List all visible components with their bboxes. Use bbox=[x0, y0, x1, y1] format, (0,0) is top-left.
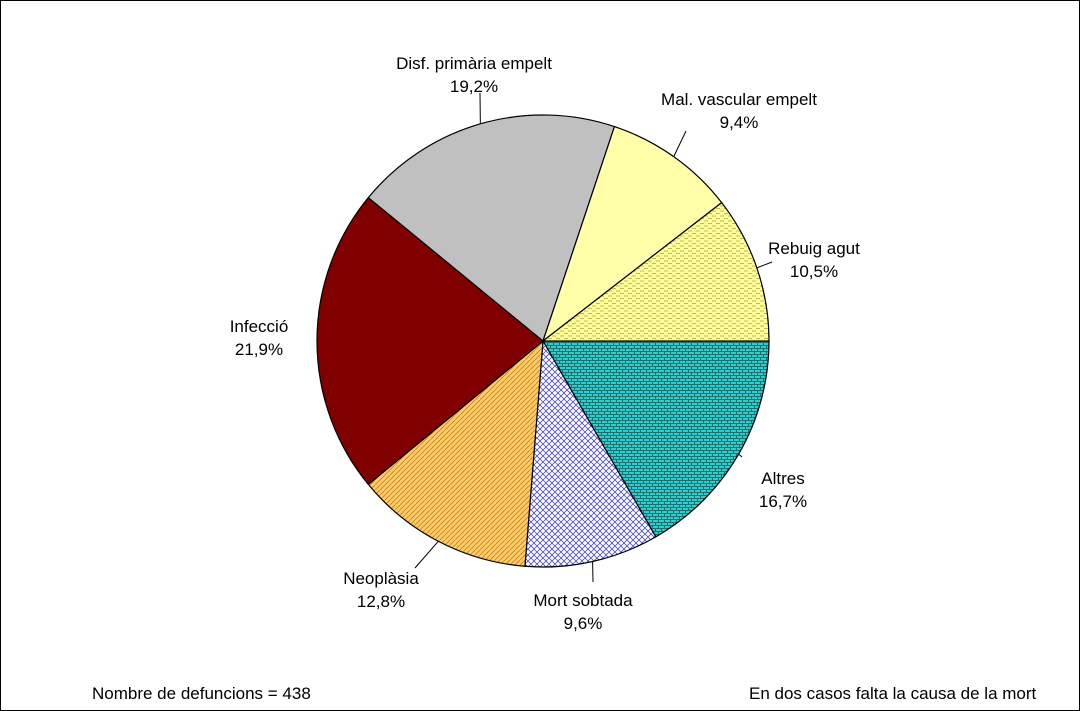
slice-label: Disf. primària empelt bbox=[396, 54, 552, 73]
leader-line bbox=[673, 130, 687, 157]
leader-lines bbox=[414, 92, 773, 583]
slice-label: Altres bbox=[761, 469, 804, 488]
pie-slice-infecci- bbox=[316, 196, 544, 486]
leader-line bbox=[414, 540, 439, 569]
slice-label: Infecció bbox=[230, 317, 289, 336]
slice-label: Mal. vascular empelt bbox=[661, 90, 817, 109]
leader-line bbox=[738, 453, 743, 458]
pie-slice-altres bbox=[541, 340, 770, 538]
slice-value-label: 21,9% bbox=[235, 340, 283, 359]
pie-slice-mal-vascular-empelt bbox=[541, 125, 723, 343]
footer-count-note: Nombre de defuncions = 438 bbox=[92, 684, 311, 703]
slice-value-label: 9,6% bbox=[564, 614, 603, 633]
leader-line bbox=[756, 261, 773, 269]
pie-slice-neopl-sia bbox=[367, 339, 544, 567]
slice-label: Mort sobtada bbox=[533, 591, 633, 610]
slice-value-label: 9,4% bbox=[720, 113, 759, 132]
slice-label: Rebuig agut bbox=[768, 239, 860, 258]
slice-value-label: 16,7% bbox=[759, 492, 807, 511]
slice-value-label: 19,2% bbox=[450, 77, 498, 96]
slice-labels: Altres 16,7% Mort sobtada 9,6% Neoplàsia 12,8… bbox=[230, 54, 860, 633]
slice-value-label: 12,8% bbox=[357, 592, 405, 611]
slice-label: Neoplàsia bbox=[343, 569, 419, 588]
pie-slice-mort-sobtada bbox=[524, 339, 657, 568]
slice-value-label: 10,5% bbox=[790, 262, 838, 281]
footer-missing-note: En dos casos falta la causa de la mort bbox=[749, 684, 1037, 703]
pie-slices bbox=[316, 114, 770, 568]
